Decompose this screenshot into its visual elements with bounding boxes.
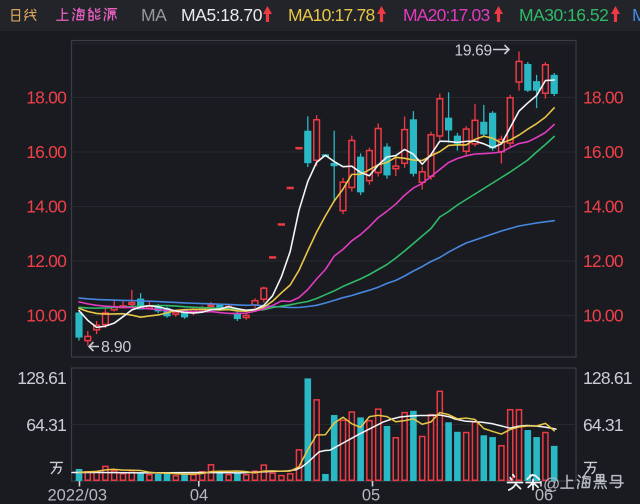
svg-text:05: 05 [362,487,380,504]
svg-text:MA10:17.78: MA10:17.78 [288,5,374,25]
svg-text:04: 04 [190,487,208,504]
svg-text:128.61: 128.61 [583,368,632,388]
svg-text:06: 06 [535,487,553,504]
svg-text:8.90: 8.90 [101,339,131,356]
svg-text:@: @ [543,475,560,494]
svg-text:12.00: 12.00 [583,251,624,271]
svg-text:64.31: 64.31 [583,415,623,435]
svg-text:MA20:17.03: MA20:17.03 [403,5,489,25]
svg-text:2022/03: 2022/03 [47,487,107,504]
svg-text:10.00: 10.00 [26,306,67,326]
svg-text:MA5:18.70: MA5:18.70 [181,5,263,25]
svg-text:14.00: 14.00 [583,197,624,217]
svg-text:64.31: 64.31 [26,415,66,435]
svg-text:18.00: 18.00 [583,88,624,108]
svg-text:18.00: 18.00 [26,88,67,108]
svg-text:10.00: 10.00 [583,306,624,326]
svg-text:MA: MA [141,5,167,25]
svg-text:128.61: 128.61 [17,368,66,388]
svg-text:14.00: 14.00 [26,197,67,217]
svg-text:MA30:16.52: MA30:16.52 [519,5,608,25]
svg-text:19.69: 19.69 [455,43,492,60]
svg-text:12.00: 12.00 [26,251,67,271]
svg-text:16.00: 16.00 [583,142,624,162]
svg-text:16.00: 16.00 [26,142,67,162]
svg-text:MA: MA [632,5,640,25]
